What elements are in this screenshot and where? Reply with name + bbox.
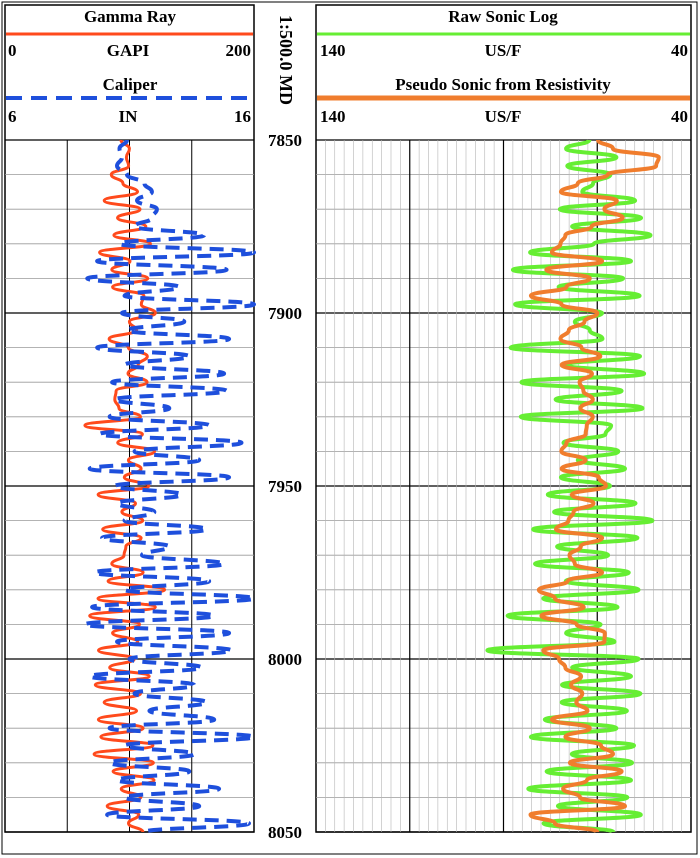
gamma-ray-curve (83, 139, 167, 833)
pseudo-sonic-title: Pseudo Sonic from Resistivity (395, 75, 611, 94)
gamma-ray-unit: GAPI (107, 41, 150, 60)
depth-tick-label: 8050 (268, 823, 302, 842)
raw-sonic-curve (485, 138, 655, 834)
raw-sonic-max-label: 40 (671, 41, 688, 60)
depth-tick-label: 7950 (268, 477, 302, 496)
pseudo-sonic-unit: US/F (485, 107, 522, 126)
pseudo-sonic-min-label: 140 (320, 107, 346, 126)
gamma-ray-min-label: 0 (8, 41, 17, 60)
curve-layer (82, 138, 661, 834)
gamma-ray-title: Gamma Ray (84, 7, 177, 26)
track1-header: Gamma Ray 0 GAPI 200 Caliper 6 IN 16 (6, 7, 253, 126)
raw-sonic-unit: US/F (485, 41, 522, 60)
raw-sonic-title: Raw Sonic Log (448, 7, 558, 26)
depth-tick-label: 7850 (268, 131, 302, 150)
caliper-min-label: 6 (8, 107, 17, 126)
gamma-ray-max-label: 200 (226, 41, 252, 60)
track2-grid (316, 139, 691, 833)
depth-tick-label: 7900 (268, 304, 302, 323)
pseudo-sonic-curve (528, 139, 661, 834)
depth-tick-label: 8000 (268, 650, 302, 669)
caliper-title: Caliper (103, 75, 158, 94)
caliper-unit: IN (119, 107, 139, 126)
depth-tick-labels: 7850 7900 7950 8000 8050 (268, 131, 302, 842)
depth-scale-label: 1:500.0 MD (276, 15, 296, 105)
pseudo-sonic-max-label: 40 (671, 107, 688, 126)
raw-sonic-min-label: 140 (320, 41, 346, 60)
track2-header: Raw Sonic Log 140 US/F 40 Pseudo Sonic f… (317, 7, 690, 126)
caliper-curve (82, 139, 256, 834)
caliper-max-label: 16 (234, 107, 251, 126)
